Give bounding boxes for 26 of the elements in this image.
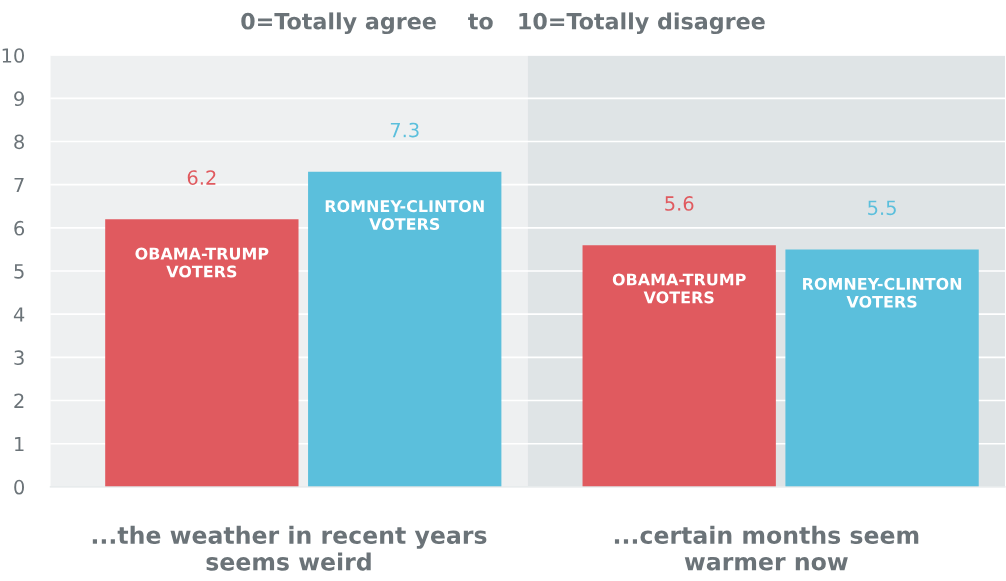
data-label: 7.3 bbox=[390, 122, 419, 138]
bar bbox=[785, 249, 979, 487]
y-tick-label: 1 bbox=[15, 436, 24, 452]
y-tick-label: 8 bbox=[14, 134, 24, 150]
y-tick-label: 9 bbox=[14, 91, 24, 107]
series-label: ROMNEY-CLINTON VOTERS bbox=[325, 200, 484, 231]
chart-title: 0=Totally agree to 10=Totally disagree bbox=[241, 12, 765, 35]
y-tick-label: 7 bbox=[14, 177, 24, 193]
text: OBAMA-TRUMP VOTERS bbox=[135, 247, 269, 278]
data-label: 5.5 bbox=[868, 200, 896, 216]
data-label: 5.6 bbox=[665, 196, 694, 211]
series-label: OBAMA-TRUMP VOTERS bbox=[612, 273, 746, 304]
y-tick-label: 2 bbox=[14, 393, 24, 408]
bar bbox=[308, 171, 502, 487]
x-tick-label: ...certain months seem warmer now bbox=[614, 525, 919, 571]
y-tick-label: 3 bbox=[14, 350, 24, 366]
y-tick-label: 0 bbox=[14, 479, 25, 495]
y-tick-label: 4 bbox=[13, 307, 25, 322]
data-label: 6.2 bbox=[187, 170, 216, 185]
x-tick-label: ...the weather in recent years seems weird bbox=[92, 525, 487, 571]
y-tick-label: 5 bbox=[14, 264, 24, 279]
y-tick-label: 10 bbox=[2, 48, 25, 63]
bar bbox=[105, 219, 299, 487]
text: ROMNEY-CLINTON VOTERS bbox=[803, 277, 962, 308]
y-tick-label: 6 bbox=[14, 220, 25, 236]
bar bbox=[582, 245, 776, 487]
